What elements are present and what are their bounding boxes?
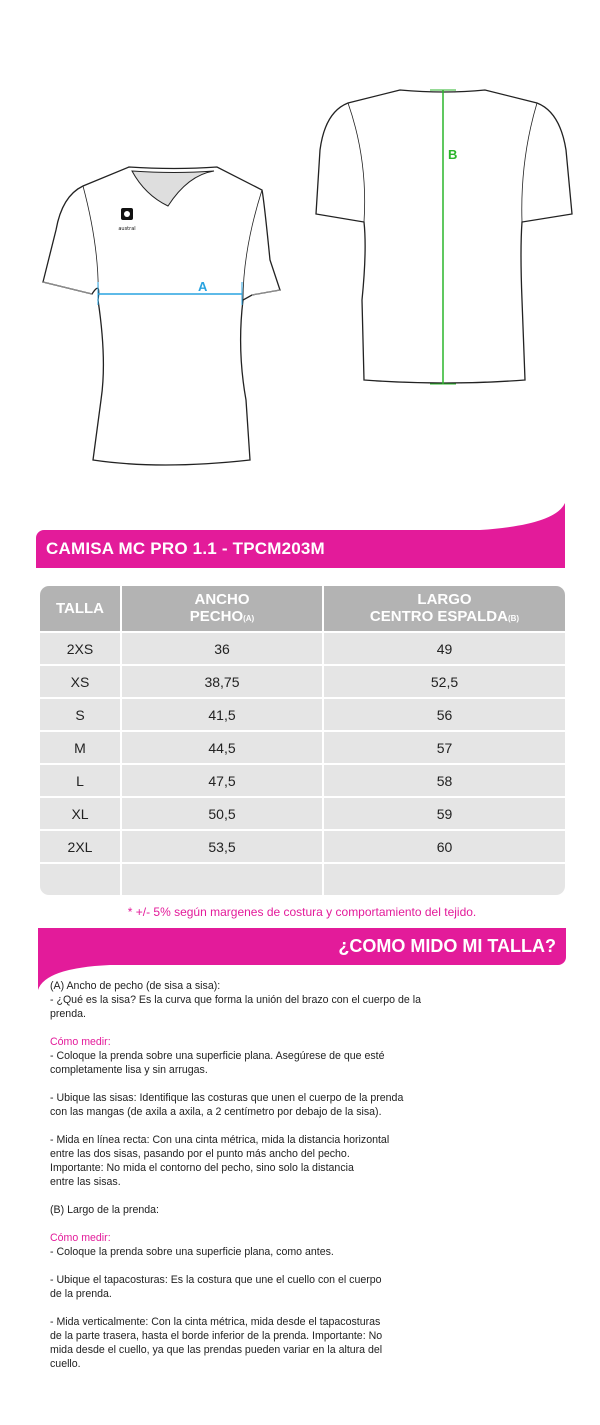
b-step-3: - Mida verticalmente: Con la cinta métri… bbox=[50, 1316, 383, 1370]
measure-b-label: B bbox=[448, 147, 457, 162]
shirt-diagram: austral A B bbox=[42, 89, 573, 466]
cell-largo: 60 bbox=[324, 831, 565, 862]
back-shirt-drawing bbox=[315, 89, 573, 384]
table-row: 2XL 53,5 60 bbox=[40, 831, 565, 862]
table-row: XL 50,5 59 bbox=[40, 798, 565, 829]
b-como-medir: Cómo medir: bbox=[50, 1232, 111, 1244]
howto-title: ¿COMO MIDO MI TALLA? bbox=[338, 936, 556, 956]
cell-largo: 57 bbox=[324, 732, 565, 763]
cell-largo: 49 bbox=[324, 633, 565, 664]
cell-talla: M bbox=[40, 732, 120, 763]
size-table: TALLA ANCHO PECHO(A) LARGO CENTRO ESPALDA(… bbox=[40, 586, 565, 897]
table-row: S 41,5 56 bbox=[40, 699, 565, 730]
table-row: XS 38,75 52,5 bbox=[40, 666, 565, 697]
decor-curves bbox=[38, 503, 565, 990]
a-step-2: - Ubique las sisas: Identifique las cost… bbox=[50, 1092, 404, 1118]
measure-a-label: A bbox=[198, 279, 208, 294]
header-ancho: ANCHO PECHO(A) bbox=[122, 586, 322, 631]
a-intro: (A) Ancho de pecho (de sisa a sisa): - ¿… bbox=[50, 980, 421, 1020]
cell-talla: S bbox=[40, 699, 120, 730]
cell-ancho: 50,5 bbox=[122, 798, 322, 829]
cell-talla: 2XS bbox=[40, 633, 120, 664]
a-step-3: - Mida en línea recta: Con una cinta mét… bbox=[50, 1134, 390, 1188]
a-step-1: - Coloque la prenda sobre una superficie… bbox=[50, 1050, 385, 1076]
b-step-1: - Coloque la prenda sobre una superficie… bbox=[50, 1246, 334, 1258]
cell-talla: XL bbox=[40, 798, 120, 829]
cell-talla: L bbox=[40, 765, 120, 796]
product-title: CAMISA MC PRO 1.1 - TPCM203M bbox=[46, 539, 325, 558]
brand-logo: austral bbox=[118, 208, 136, 232]
cell-largo: 52,5 bbox=[324, 666, 565, 697]
cell-largo: 56 bbox=[324, 699, 565, 730]
howto-instructions: (A) Ancho de pecho (de sisa a sisa): - ¿… bbox=[50, 979, 460, 1385]
header-largo: LARGO CENTRO ESPALDA(B) bbox=[324, 586, 565, 631]
table-row: 2XS 36 49 bbox=[40, 633, 565, 664]
cell-ancho: 44,5 bbox=[122, 732, 322, 763]
tolerance-note: * +/- 5% según margenes de costura y com… bbox=[127, 905, 477, 919]
cell-ancho: 47,5 bbox=[122, 765, 322, 796]
cell-ancho: 38,75 bbox=[122, 666, 322, 697]
cell-talla: XS bbox=[40, 666, 120, 697]
header-talla: TALLA bbox=[40, 586, 120, 631]
howto-banner: ¿COMO MIDO MI TALLA? bbox=[38, 928, 566, 965]
table-row: M 44,5 57 bbox=[40, 732, 565, 763]
table-row: L 47,5 58 bbox=[40, 765, 565, 796]
cell-largo: 59 bbox=[324, 798, 565, 829]
product-title-banner: CAMISA MC PRO 1.1 - TPCM203M bbox=[36, 530, 565, 568]
b-intro: (B) Largo de la prenda: bbox=[50, 1204, 159, 1216]
cell-largo: 58 bbox=[324, 765, 565, 796]
cell-ancho: 36 bbox=[122, 633, 322, 664]
cell-ancho: 41,5 bbox=[122, 699, 322, 730]
svg-text:austral: austral bbox=[118, 226, 135, 232]
table-header: TALLA ANCHO PECHO(A) LARGO CENTRO ESPALDA(… bbox=[40, 586, 565, 631]
table-row-empty bbox=[40, 864, 565, 895]
cell-talla: 2XL bbox=[40, 831, 120, 862]
b-step-2: - Ubique el tapacosturas: Es la costura … bbox=[50, 1274, 382, 1300]
cell-ancho: 53,5 bbox=[122, 831, 322, 862]
a-como-medir: Cómo medir: bbox=[50, 1036, 111, 1048]
